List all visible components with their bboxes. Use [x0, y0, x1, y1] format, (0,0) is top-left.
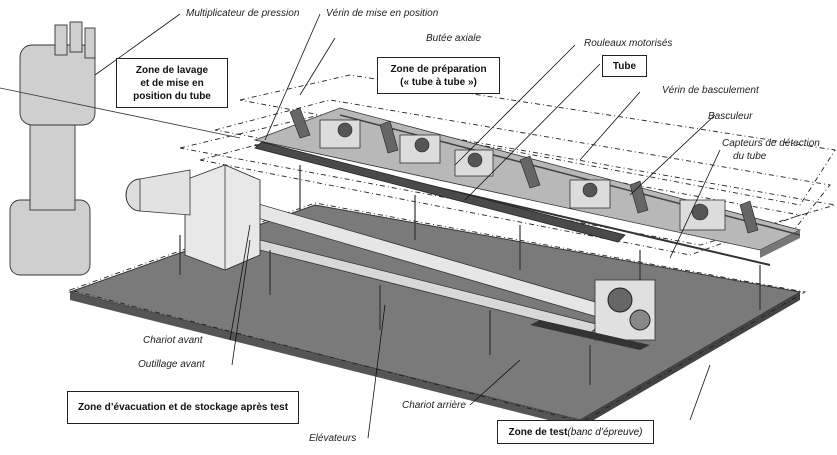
label-butee: Butée axiale — [426, 33, 482, 44]
zone-lavage-line-3: position du tube — [133, 90, 211, 102]
zone-preparation-line-1: Zone de préparation — [390, 63, 487, 75]
label-verin-basc: Vérin de basculement — [662, 85, 759, 96]
label-elevateurs: Elévateurs — [309, 433, 357, 444]
zone-test-box: Zone de test (banc d’épreuve) — [497, 420, 654, 444]
label-chariot-avant: Chariot avant — [143, 335, 203, 346]
label-multiplicateur: Multiplicateur de pression — [186, 8, 300, 19]
label-capteurs-2: du tube — [733, 151, 767, 162]
zone-test-sublabel: (banc d’épreuve) — [567, 426, 643, 438]
washing-station — [184, 164, 261, 271]
label-basculeur: Basculeur — [708, 111, 753, 122]
zone-lavage-line-1: Zone de lavage — [135, 64, 209, 76]
tippers — [289, 107, 759, 234]
zone-evacuation-box: Zone d’évacuation et de stockage après t… — [67, 391, 299, 424]
tube-label: Tube — [612, 60, 637, 72]
label-capteurs-1: Capteurs de détection — [722, 138, 820, 149]
pressure-multiplier — [9, 21, 96, 276]
leader-lines — [94, 13, 721, 439]
tube-box: Tube — [602, 55, 647, 77]
zone-preparation-box: Zone de préparation (« tube à tube ») — [377, 57, 500, 94]
test-bench — [530, 279, 656, 350]
zone-preparation-line-2: (« tube à tube ») — [400, 76, 477, 88]
zone-test-label: Zone de test — [508, 426, 568, 438]
zone-evacuation-label: Zone d’évacuation et de stockage après t… — [77, 402, 289, 413]
main-tube — [254, 141, 626, 243]
zone-lavage-box: Zone de lavage et de mise en position du… — [116, 58, 228, 108]
label-outillage-avant: Outillage avant — [138, 359, 205, 370]
label-rouleaux: Rouleaux motorisés — [584, 38, 673, 49]
zone-lavage-line-2: et de mise en — [140, 77, 204, 89]
label-verin-mise: Vérin de mise en position — [326, 8, 439, 19]
label-chariot-arriere: Chariot arrière — [402, 400, 466, 411]
